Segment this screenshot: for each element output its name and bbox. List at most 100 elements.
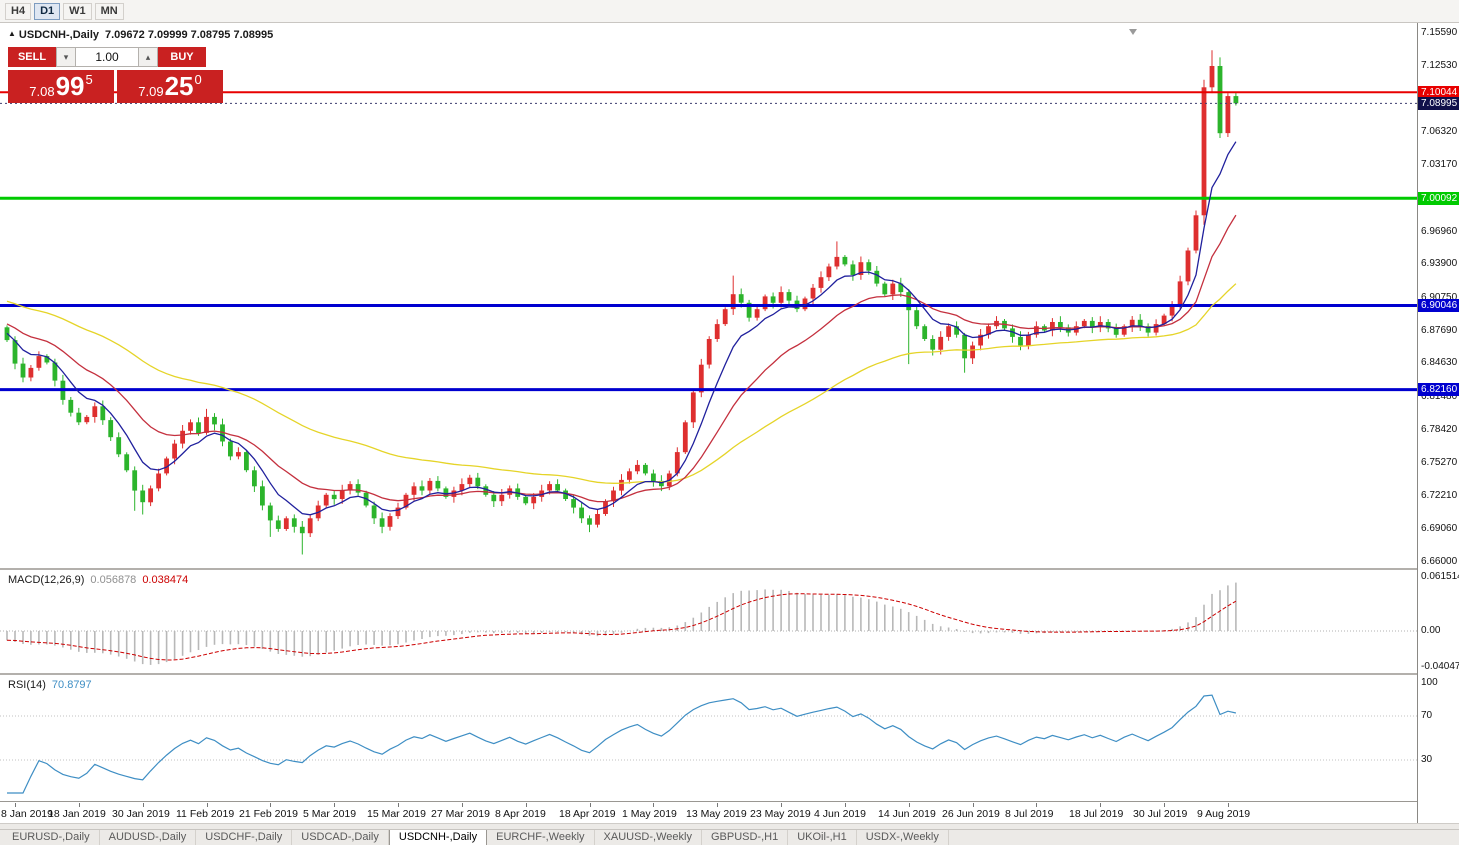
pane-splitter[interactable]: [0, 673, 1459, 675]
sell-button[interactable]: SELL: [8, 47, 56, 67]
date-axis-border: [0, 801, 1459, 802]
date-label: 27 Mar 2019: [431, 808, 490, 820]
chart-tab-eurchf-weekly[interactable]: EURCHF-,Weekly: [487, 830, 595, 845]
timeframe-button-h4[interactable]: H4: [5, 2, 32, 20]
buy-price-prefix: 7.09: [138, 84, 164, 99]
date-tick: [653, 803, 654, 807]
date-label: 8 Apr 2019: [495, 808, 546, 820]
volume-increase-button[interactable]: ▴: [138, 47, 158, 67]
timeframe-button-mn[interactable]: MN: [94, 2, 124, 20]
price-tick-label: 6.81480: [1421, 391, 1458, 402]
date-tick: [845, 803, 846, 807]
volume-input[interactable]: 1.00: [76, 47, 138, 67]
price-tick-label: 6.96960: [1421, 226, 1458, 237]
symbol-marker-icon: ▲: [8, 29, 16, 38]
rsi-axis-label: 100: [1421, 677, 1438, 688]
buy-price-button[interactable]: 7.09 25 0: [117, 70, 223, 103]
moving-average-50: [6, 283, 1237, 484]
chart-tab-audusd-daily[interactable]: AUDUSD-,Daily: [100, 830, 197, 845]
date-tick: [1164, 803, 1165, 807]
chart-tab-usdcnh-daily[interactable]: USDCNH-,Daily: [388, 830, 488, 845]
date-tick: [270, 803, 271, 807]
sell-price-button[interactable]: 7.08 99 5: [8, 70, 114, 103]
rsi-value: 70.8797: [51, 679, 92, 691]
price-tick-label: 6.69060: [1421, 523, 1458, 534]
date-tick: [462, 803, 463, 807]
timeframe-button-w1[interactable]: W1: [63, 2, 92, 20]
date-label: 9 Aug 2019: [1197, 808, 1251, 820]
date-label: 21 Feb 2019: [239, 808, 298, 820]
rsi-canvas: [0, 694, 1417, 794]
rsi-axis-label: 30: [1421, 754, 1433, 765]
macd-main-value: 0.056878: [90, 574, 137, 586]
macd-label: MACD(12,26,9): [8, 574, 85, 586]
date-label: 8 Jan 2019: [1, 808, 53, 820]
timeframe-button-d1[interactable]: D1: [34, 2, 61, 20]
price-tick-label: 6.90750: [1421, 292, 1458, 303]
chart-ohlc-values: 7.09672 7.09999 7.08795 7.08995: [105, 29, 274, 41]
trade-panel-controls: SELL ▾ 1.00 ▴ BUY: [8, 47, 226, 67]
date-tick: [526, 803, 527, 807]
macd-signal-value: 0.038474: [142, 574, 189, 586]
rsi-label: RSI(14): [8, 679, 46, 691]
date-label: 15 Mar 2019: [367, 808, 426, 820]
date-tick: [1036, 803, 1037, 807]
date-label: 4 Jun 2019: [814, 808, 866, 820]
macd-pane[interactable]: MACD(12,26,9) 0.056878 0.038474: [0, 570, 1417, 673]
rsi-axis-label: 70: [1421, 710, 1433, 721]
pane-splitter[interactable]: [0, 568, 1459, 570]
chart-tab-gbpusd-h1[interactable]: GBPUSD-,H1: [702, 830, 789, 845]
price-tick-label: 7.03170: [1421, 159, 1458, 170]
macd-canvas: [0, 582, 1417, 665]
macd-axis-label: 0.061514: [1421, 571, 1459, 582]
date-tick: [398, 803, 399, 807]
price-line-label: 6.90046: [1418, 299, 1459, 312]
macd-axis-label: 0.00: [1421, 625, 1441, 636]
date-label: 23 May 2019: [750, 808, 811, 820]
price-tick-label: 6.75270: [1421, 457, 1458, 468]
one-click-trading-panel: SELL ▾ 1.00 ▴ BUY 7.08 99 5 7.09 25 0: [8, 47, 226, 103]
date-tick: [334, 803, 335, 807]
date-label: 1 May 2019: [622, 808, 677, 820]
chart-tab-usdcad-daily[interactable]: USDCAD-,Daily: [292, 830, 389, 845]
date-tick: [207, 803, 208, 807]
date-label: 11 Feb 2019: [176, 808, 235, 820]
price-tick-label: 7.12530: [1421, 60, 1458, 71]
date-tick: [79, 803, 80, 807]
price-tick-label: 6.66000: [1421, 556, 1458, 567]
buy-button[interactable]: BUY: [158, 47, 206, 67]
date-label: 30 Jan 2019: [112, 808, 170, 820]
date-label: 18 Jan 2019: [48, 808, 106, 820]
price-tick-label: 6.87690: [1421, 325, 1458, 336]
buy-price-big: 25: [164, 71, 194, 101]
rsi-pane[interactable]: RSI(14) 70.8797: [0, 675, 1417, 801]
chart-tab-eurusd-daily[interactable]: EURUSD-,Daily: [3, 830, 100, 845]
date-tick: [909, 803, 910, 807]
sell-price-pip: 5: [85, 72, 93, 87]
price-tick-label: 6.84630: [1421, 357, 1458, 368]
chart-tab-usdchf-daily[interactable]: USDCHF-,Daily: [196, 830, 293, 845]
price-chart-canvas[interactable]: [0, 23, 1417, 568]
volume-decrease-button[interactable]: ▾: [56, 47, 76, 67]
price-line-label: 7.10044: [1418, 86, 1459, 99]
price-tick-label: 6.78420: [1421, 424, 1458, 435]
date-label: 14 Jun 2019: [878, 808, 936, 820]
date-tick: [781, 803, 782, 807]
date-label: 26 Jun 2019: [942, 808, 1000, 820]
rsi-line: [7, 694, 1237, 794]
chart-tab-usdx-weekly[interactable]: USDX-,Weekly: [857, 830, 949, 845]
tabbar-scroll-strip[interactable]: [0, 823, 1459, 829]
date-label: 18 Jul 2019: [1069, 808, 1124, 820]
date-axis[interactable]: 8 Jan 2019 18 Jan 2019 30 Jan 2019 11 Feb 2…: [0, 802, 1417, 823]
price-axis[interactable]: 7.15590 7.12530 7.06320 7.03170 6.96960 6.939…: [1418, 23, 1459, 802]
chart-tab-xauusd-weekly[interactable]: XAUUSD-,Weekly: [595, 830, 702, 845]
sell-price-prefix: 7.08: [29, 84, 55, 99]
date-tick: [143, 803, 144, 807]
price-line-label: 6.82160: [1418, 383, 1459, 396]
chart-tab-ukoil-h1[interactable]: UKOil-,H1: [788, 830, 857, 845]
price-chart-pane[interactable]: ▲ USDCNH-,Daily 7.09672 7.09999 7.08795 7.…: [0, 23, 1417, 568]
date-label: 5 Mar 2019: [303, 808, 357, 820]
chart-title: ▲ USDCNH-,Daily 7.09672 7.09999 7.08795 7.…: [8, 29, 273, 41]
date-tick: [973, 803, 974, 807]
